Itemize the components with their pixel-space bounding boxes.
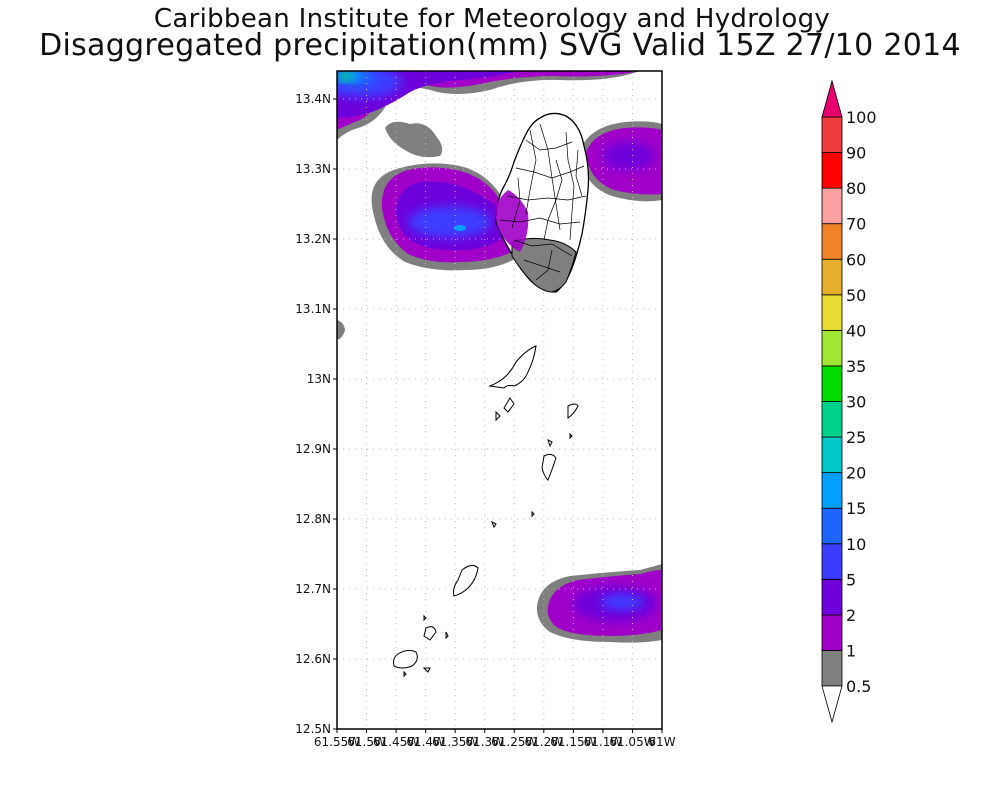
lat-tick-label: 12.7N (295, 582, 331, 596)
colorbar-swatch (821, 294, 843, 331)
colorbar-swatch (821, 472, 843, 509)
colorbar-swatch (821, 543, 843, 580)
lat-tick-label: 12.6N (295, 652, 331, 666)
lat-tick-label: 13N (307, 372, 331, 386)
colorbar-swatch (821, 401, 843, 438)
colorbar-label: 20 (846, 464, 866, 483)
colorbar-label: 90 (846, 144, 866, 163)
lat-tick-label: 13.2N (295, 232, 331, 246)
map-title-line1: Caribbean Institute for Meteorology and … (153, 4, 831, 34)
st-vincent-island (495, 112, 590, 293)
colorbar-label: 10 (846, 535, 866, 554)
precip-field-central (371, 163, 533, 271)
colorbar-label: 35 (846, 357, 866, 376)
colorbar-swatch (821, 258, 843, 296)
map-frame (336, 70, 663, 730)
colorbar-label: 60 (846, 250, 866, 269)
colorbar-label: 2 (846, 606, 856, 625)
colorbar-label: 100 (846, 108, 877, 127)
lat-tick-label: 12.8N (295, 512, 331, 526)
colorbar-swatch (821, 187, 843, 225)
lat-tick-label: 13.4N (295, 92, 331, 106)
lon-tick-label: 61.45W (373, 735, 419, 749)
colorbar-swatch (821, 329, 843, 367)
colorbar-swatch (821, 578, 843, 616)
colorbar-label: 30 (846, 393, 866, 412)
colorbar-swatch (821, 650, 843, 687)
colorbar-label: 80 (846, 179, 866, 198)
lon-tick-label: 61.35W (432, 735, 478, 749)
colorbar-swatch (821, 152, 843, 189)
latitude-axis: 13.4N 13.3N 13.2N 13.1N 13N 12.9N 12.8N 12.7N 12… (295, 92, 337, 736)
precipitation-layer (337, 71, 662, 643)
lat-tick-label: 12.5N (295, 722, 331, 736)
lon-tick-label: 61W (648, 735, 675, 749)
colorbar-below-triangle (821, 685, 843, 724)
precip-patch-west (337, 320, 345, 340)
colorbar-swatch (821, 365, 843, 402)
precip-patch-north (385, 121, 443, 158)
lon-tick-label: 61.15W (550, 735, 596, 749)
lat-tick-label: 13.1N (295, 302, 331, 316)
grenadines-islands (393, 345, 579, 678)
colorbar-label: 25 (846, 428, 866, 447)
colorbar-label: 40 (846, 321, 866, 340)
precip-field-northeast (580, 121, 662, 202)
longitude-axis: 61.55W61.5W61.45W61.4W61.35W61.3W61.25W6… (314, 729, 676, 749)
map-title-line2: Disaggregated precipitation(mm) SVG Vali… (39, 28, 961, 63)
map-gridlines (337, 71, 662, 729)
colorbar-above-triangle (821, 79, 843, 118)
lon-tick-label: 61.2W (525, 735, 564, 749)
precip-field-northwest (337, 71, 640, 140)
colorbar-label: 15 (846, 499, 866, 518)
colorbar-swatch (821, 116, 843, 153)
colorbar-label: 1 (846, 641, 856, 660)
lon-tick-label: 61.5W (347, 735, 386, 749)
colorbar-swatch (821, 614, 843, 651)
lon-tick-label: 61.4W (406, 735, 445, 749)
lon-tick-label: 61.3W (465, 735, 504, 749)
lon-tick-label: 61.25W (491, 735, 537, 749)
precip-field-southeast (536, 564, 662, 643)
lon-tick-label: 61.55W (314, 735, 360, 749)
colorbar-swatch (821, 507, 843, 545)
lon-tick-label: 61.1W (584, 735, 623, 749)
colorbar-label: 0.5 (846, 677, 871, 696)
lat-tick-label: 12.9N (295, 442, 331, 456)
lat-tick-label: 13.3N (295, 162, 331, 176)
colorbar-label: 70 (846, 215, 866, 234)
colorbar-label: 50 (846, 286, 866, 305)
lon-tick-label: 61.05W (609, 735, 655, 749)
colorbar-swatch (821, 436, 843, 474)
colorbar-swatch (821, 223, 843, 260)
colorbar-label: 5 (846, 570, 856, 589)
